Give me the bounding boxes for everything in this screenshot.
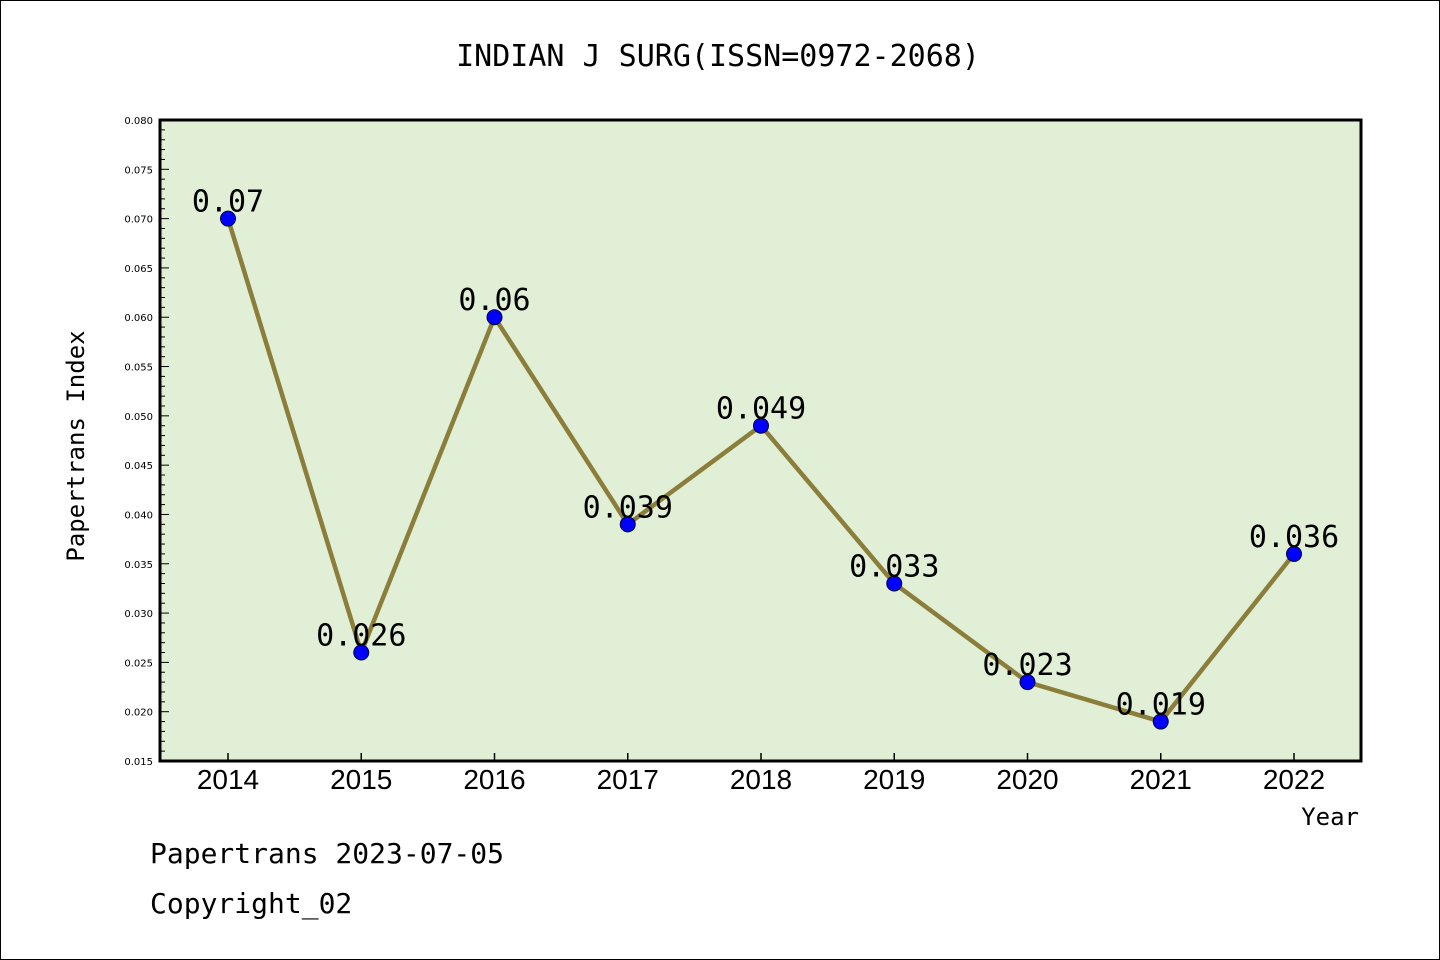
data-label: 0.036 (1249, 520, 1339, 555)
x-tick-label: 2018 (730, 764, 792, 795)
y-axis-label: Papertrans Index (62, 330, 90, 561)
x-tick-label: 2017 (597, 764, 659, 795)
y-tick-label: 0.080 (124, 116, 153, 127)
x-tick-label: 2019 (863, 764, 925, 795)
data-labels: 0.07 0.026 0.06 0.039 0.049 0.033 0.023 0.019 0.… (192, 185, 1339, 723)
data-label: 0.019 (1116, 688, 1206, 723)
y-tick-label: 0.045 (124, 461, 153, 472)
chart-title: INDIAN J SURG(ISSN=0972-2068) (456, 39, 980, 74)
series-markers (220, 210, 1302, 730)
y-tick-label: 0.015 (124, 757, 153, 768)
data-point (1152, 713, 1169, 730)
x-tick-label: 2020 (996, 764, 1058, 795)
y-tick-label: 0.040 (124, 510, 153, 521)
footer-copyright: Copyright_02 (150, 887, 352, 921)
data-label: 0.039 (583, 490, 673, 525)
data-point (1019, 674, 1036, 691)
data-label: 0.033 (849, 549, 939, 584)
data-point (486, 309, 503, 326)
data-point (753, 417, 769, 434)
data-point (353, 644, 370, 661)
data-point (220, 210, 236, 227)
y-tick-label: 0.075 (124, 165, 153, 176)
x-tick-label: 2021 (1130, 764, 1192, 795)
x-tick-label: 2015 (330, 764, 392, 795)
y-tick-label: 0.060 (124, 313, 153, 324)
data-point (619, 516, 636, 533)
x-tick-label: 2022 (1263, 764, 1325, 795)
y-tick-label: 0.055 (124, 363, 153, 374)
data-label: 0.06 (458, 283, 530, 318)
data-point (886, 575, 903, 592)
data-point (1286, 545, 1302, 562)
x-tick-label: 2016 (463, 764, 525, 795)
footer-date: Papertrans 2023-07-05 (150, 837, 504, 870)
x-tick-label: 2014 (197, 764, 259, 795)
y-tick-label: 0.035 (124, 560, 153, 571)
x-axis-label: Year (1301, 803, 1359, 831)
data-label: 0.049 (716, 392, 806, 427)
y-tick-label: 0.025 (124, 658, 153, 669)
y-tick-label: 0.030 (124, 609, 153, 620)
y-axis-ticks: 0.015 0.020 0.025 0.030 0.035 0.040 0.045 0.050… (124, 116, 169, 768)
y-tick-label: 0.065 (124, 264, 153, 275)
data-label: 0.026 (316, 619, 406, 654)
data-label: 0.07 (192, 185, 264, 220)
x-axis-ticks: 2014 2015 2016 2017 2018 2019 2020 2021 2022 (197, 753, 1325, 795)
data-label: 0.023 (982, 648, 1072, 683)
y-tick-label: 0.050 (124, 412, 153, 423)
y-tick-label: 0.070 (124, 215, 153, 226)
plot-area (158, 118, 1363, 763)
y-tick-label: 0.020 (124, 708, 153, 719)
